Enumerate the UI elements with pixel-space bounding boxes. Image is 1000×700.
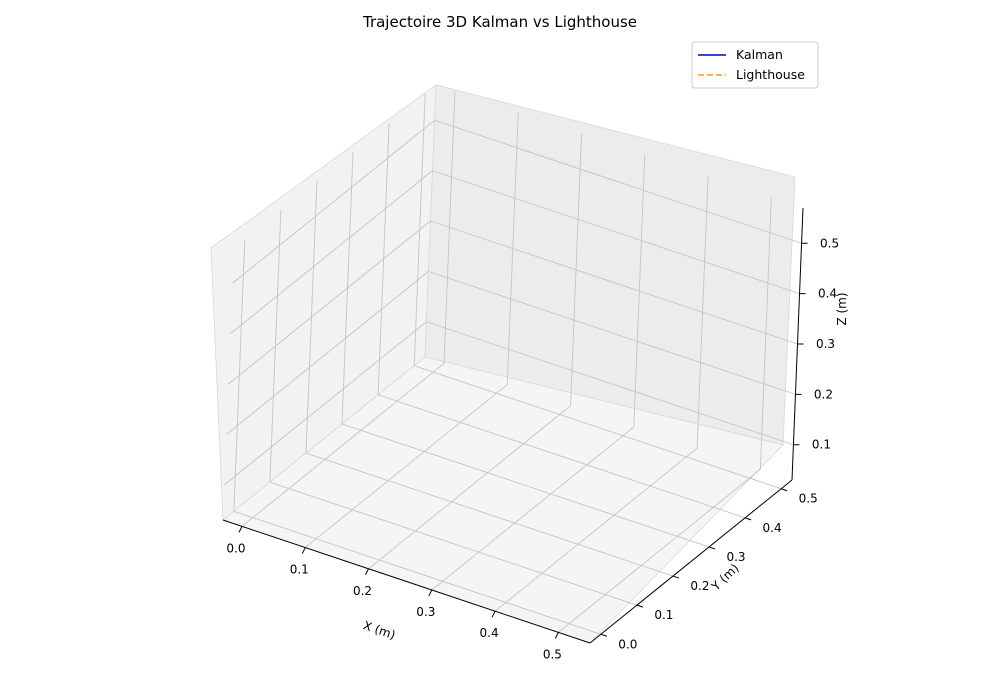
grid-y-floor-4: [377, 394, 746, 519]
legend-label-kalman: Kalman: [736, 47, 783, 62]
x-tick-label-3: 0.3: [416, 605, 435, 619]
legend: Kalman Lighthouse: [691, 41, 819, 89]
grid-y-floor-0: [233, 510, 601, 635]
grid-y-floor-2: [305, 452, 674, 577]
y-tick-mark-0: [600, 633, 607, 637]
grid-x-floor-2: [368, 405, 571, 570]
y-tick-mark-2: [672, 575, 680, 579]
x-tick-label-4: 0.4: [480, 626, 499, 640]
grid-y-floor-5: [414, 365, 782, 490]
grid-x-floor-5: [558, 469, 761, 633]
z-tick-label-4: 0.5: [820, 236, 839, 250]
x-tick-label-0: 0.0: [226, 541, 245, 555]
grid-z-back-4: [434, 119, 802, 244]
y-tick-mark-1: [636, 604, 644, 608]
y-tick-mark-5: [781, 488, 788, 492]
legend-frame: [691, 41, 819, 89]
legend-label-lighthouse: Lighthouse: [736, 67, 805, 82]
y-tick-label-2: 0.2: [690, 579, 709, 593]
y-tick-label-0: 0.0: [618, 637, 637, 651]
x-tick-label-1: 0.1: [290, 563, 309, 577]
x-tick-mark-1: [301, 547, 306, 554]
z-tick-label-0: 0.1: [812, 438, 831, 452]
z-tick-label-3: 0.4: [818, 287, 837, 301]
x-tick-labels: 0.0 0.1 0.2 0.3 0.4 0.5: [226, 541, 561, 661]
x-tick-mark-2: [365, 568, 369, 575]
grid-z-back-0: [426, 321, 794, 446]
gridlines: [224, 91, 802, 635]
x-axis-label: X (m): [361, 618, 397, 642]
x-tick-label-5: 0.5: [543, 647, 562, 661]
grid-z-back-2: [430, 220, 798, 345]
y-tick-mark-3: [708, 546, 716, 550]
grid-z-side-4: [232, 119, 435, 284]
grid-x-floor-4: [494, 447, 698, 612]
grid-x-floor-0: [241, 363, 445, 527]
grid-z-side-1: [226, 271, 429, 435]
grid-z-side-3: [230, 170, 433, 334]
x-tick-mark-5: [554, 632, 559, 639]
grid-x-floor-3: [431, 426, 635, 591]
x-axis-line: [222, 519, 591, 644]
x-tick-mark-3: [428, 589, 433, 597]
y-tick-label-4: 0.4: [763, 521, 782, 535]
y-axis-line: [589, 479, 793, 644]
grid-z-back-3: [432, 170, 800, 295]
z-tick-labels: 0.1 0.2 0.3 0.4 0.5: [812, 236, 839, 451]
grid-y-floor-3: [341, 423, 710, 548]
chart-title: Trajectoire 3D Kalman vs Lighthouse: [362, 13, 637, 31]
grid-z-side-2: [228, 220, 431, 385]
z-tick-label-2: 0.3: [816, 337, 835, 351]
y-tick-label-3: 0.3: [726, 550, 745, 564]
z-axis-label: Z (m): [835, 292, 849, 325]
y-tick-labels: 0.0 0.1 0.2 0.3 0.4 0.5: [618, 492, 817, 652]
grid-z-back-1: [428, 270, 796, 395]
grid-y-floor-1: [269, 481, 638, 606]
y-tick-label-5: 0.5: [799, 492, 818, 506]
y-tick-mark-4: [744, 517, 752, 521]
x-tick-mark-4: [491, 610, 496, 618]
x-tick-mark-0: [238, 526, 243, 533]
grid-z-side-0: [224, 321, 427, 486]
z-tick-label-1: 0.2: [814, 387, 833, 401]
grid-x-floor-1: [304, 384, 508, 548]
x-tick-label-2: 0.2: [353, 584, 372, 598]
y-tick-label-1: 0.1: [654, 608, 673, 622]
y-axis-label: Y (m): [708, 561, 742, 594]
tick-marks: [238, 242, 808, 639]
